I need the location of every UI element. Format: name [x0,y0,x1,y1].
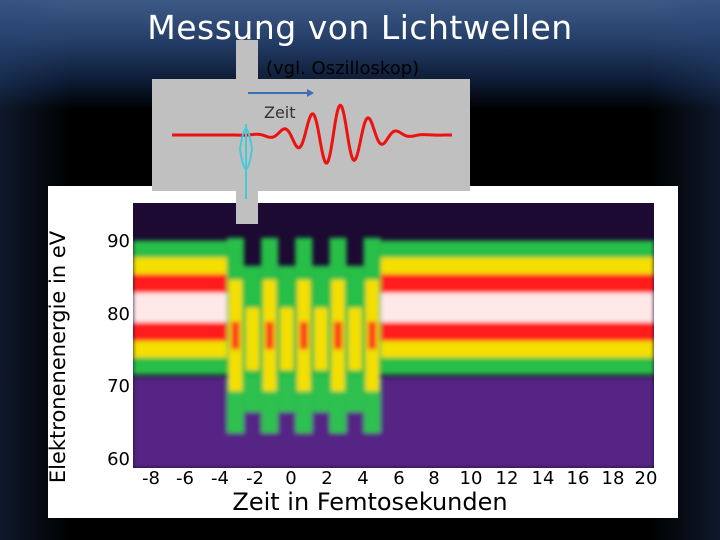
x-tick-label: 14 [531,468,555,489]
heat-band-low [133,377,654,468]
heat-streak-high [314,307,328,371]
x-tick-label: 18 [601,468,625,489]
x-tick-label: 4 [357,468,369,489]
y-tick-label: 70 [107,376,130,397]
heat-streak-high [348,307,362,371]
heat-streak-high [279,307,294,371]
light-wave-icon [172,103,452,165]
x-tick-label: 2 [321,468,333,489]
time-arrow-head-icon [307,89,314,97]
y-tick-label: 60 [107,449,130,470]
x-tick-label: 6 [393,468,405,489]
x-tick-label: -6 [176,468,194,489]
x-tick-label: 16 [566,468,590,489]
x-tick-label: 12 [495,468,519,489]
x-tick-label: 10 [459,468,483,489]
heat-streak-peak [231,321,240,350]
slide-title: Messung von Lichtwellen [147,8,573,47]
x-tick-label: -2 [246,468,264,489]
x-tick-label: 20 [634,468,658,489]
electron-pulse-icon [239,124,253,199]
y-tick-label: 90 [107,231,130,252]
spectrogram-heatmap [133,203,654,468]
heat-streak-peak [265,321,274,350]
y-axis-label: Elektronenenergie in eV [46,230,70,484]
inset-waveform-plot [172,89,452,199]
inset-subtitle: (vgl. Oszilloskop) [266,58,420,79]
x-tick-label: 8 [428,468,440,489]
x-tick-label: -4 [211,468,229,489]
y-tick-label: 80 [107,304,130,325]
heat-streak-peak [333,321,343,350]
inset-time-label: Zeit [264,103,296,122]
heat-streak-high [245,307,260,371]
heat-band-max [133,292,227,323]
heat-streak-peak [299,321,309,350]
heat-band-max [380,292,654,323]
heat-streak-peak [367,321,377,350]
x-tick-label: 0 [285,468,297,489]
x-tick-label: -8 [142,468,160,489]
x-axis-label: Zeit in Femtosekunden [232,488,508,516]
